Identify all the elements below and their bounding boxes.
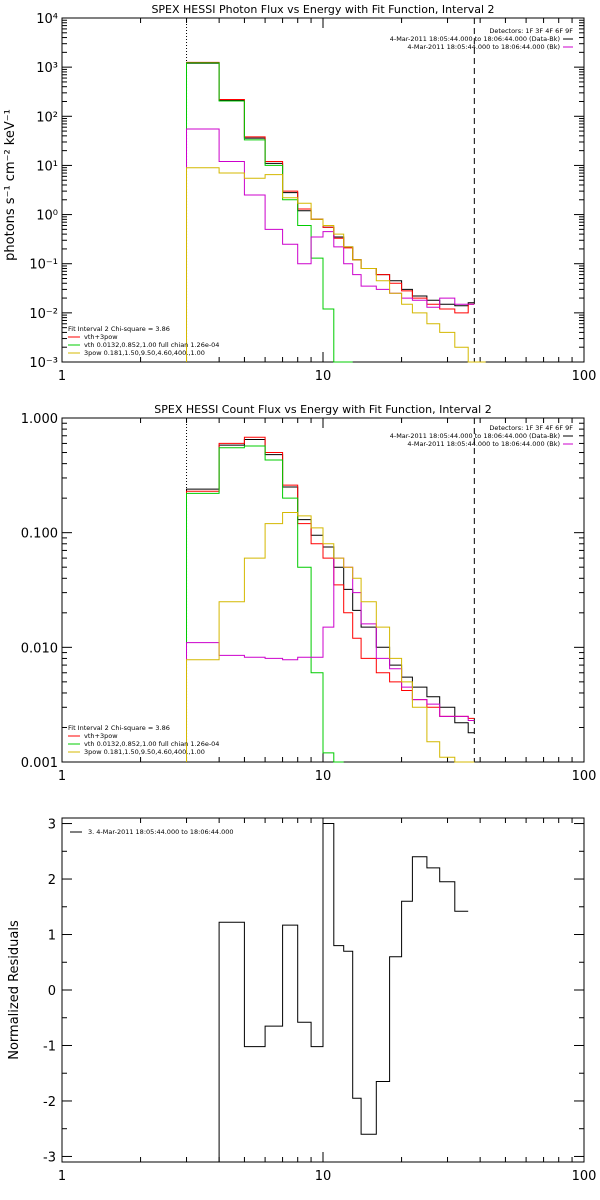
series-line bbox=[186, 557, 475, 762]
plot-frame bbox=[61, 17, 585, 363]
y-tick-label: 0.010 bbox=[21, 641, 58, 656]
legend-bk: 4-Mar-2011 18:05:44.000 to 18:06:44.000 … bbox=[407, 43, 560, 51]
series-line bbox=[186, 62, 475, 362]
residual-legend: 3. 4-Mar-2011 18:05:44.000 to 18:06:44.0… bbox=[70, 828, 234, 836]
series-line bbox=[186, 62, 353, 363]
legend-left: Fit Interval 2 Chi-square = 3.86 vth+3po… bbox=[68, 325, 219, 357]
x-tick-label: 10 bbox=[315, 1169, 332, 1184]
y-tick-label: 3 bbox=[48, 818, 56, 833]
legend-fit-header: Fit Interval 2 Chi-square = 3.86 bbox=[68, 724, 170, 732]
y-tick-label: 10² bbox=[36, 110, 58, 125]
y-tick-label: 1 bbox=[48, 929, 56, 944]
chart-title: SPEX HESSI Count Flux vs Energy with Fit… bbox=[154, 403, 491, 416]
y-tick-label: -1 bbox=[43, 1039, 56, 1054]
legend-left: Fit Interval 2 Chi-square = 3.86 vth+3po… bbox=[68, 724, 219, 756]
series-line bbox=[186, 823, 469, 1163]
legend-data-bk: 4-Mar-2011 18:05:44.000 to 18:06:44.000 … bbox=[390, 35, 560, 43]
photon-flux-panel: SPEX HESSI Photon Flux vs Energy with Fi… bbox=[3, 3, 596, 384]
y-tick-label: 10⁴ bbox=[36, 12, 58, 27]
legend-detectors: Detectors: 1F 3F 4F 6F 9F bbox=[489, 27, 573, 35]
legend-fit-total: vth+3pow bbox=[84, 732, 118, 740]
legend-fit-3pow: 3pow 0.181,1.50,9.50,4.60,400.,1.00 bbox=[84, 349, 205, 357]
x-tick-label: 10 bbox=[315, 369, 332, 384]
series-line bbox=[186, 445, 344, 763]
y-axis-label: photons s⁻¹ cm⁻² keV⁻¹ bbox=[3, 109, 18, 261]
legend-fit-header: Fit Interval 2 Chi-square = 3.86 bbox=[68, 325, 170, 333]
series-line bbox=[186, 128, 475, 362]
x-tick-label: 10 bbox=[315, 769, 332, 784]
x-tick-label: 100 bbox=[572, 1169, 597, 1184]
y-tick-label: 0.100 bbox=[21, 527, 58, 542]
series-line bbox=[186, 439, 475, 762]
y-tick-label: 0.001 bbox=[21, 756, 58, 771]
x-tick-label: 1 bbox=[58, 369, 66, 384]
y-tick-label: 10⁰ bbox=[36, 209, 58, 224]
series-line bbox=[186, 436, 475, 762]
legend-data-bk: 4-Mar-2011 18:05:44.000 to 18:06:44.000 … bbox=[390, 432, 560, 440]
chart-title: SPEX HESSI Photon Flux vs Energy with Fi… bbox=[151, 3, 494, 16]
y-tick-label: -2 bbox=[43, 1095, 56, 1110]
y-tick-label: 10⁻³ bbox=[29, 356, 58, 371]
x-tick-label: 1 bbox=[58, 769, 66, 784]
y-tick-label: 10⁻² bbox=[29, 307, 58, 322]
x-tick-label: 100 bbox=[572, 769, 597, 784]
series-line bbox=[186, 61, 475, 362]
legend-bk: 4-Mar-2011 18:05:44.000 to 18:06:44.000 … bbox=[407, 440, 560, 448]
series-line bbox=[186, 512, 475, 763]
y-tick-label: 1.000 bbox=[21, 412, 58, 427]
y-tick-label: 10³ bbox=[36, 61, 58, 76]
legend-right: Detectors: 1F 3F 4F 6F 9F 4-Mar-2011 18:… bbox=[390, 424, 574, 448]
legend-fit-total: vth+3pow bbox=[84, 333, 118, 341]
x-tick-label: 100 bbox=[572, 369, 597, 384]
x-tick-label: 1 bbox=[58, 1169, 66, 1184]
count-flux-panel: SPEX HESSI Count Flux vs Energy with Fit… bbox=[21, 403, 597, 784]
legend-fit-vth: vth 0.0132,0.852,1.00 full chian 1.26e-0… bbox=[84, 341, 219, 349]
legend-fit-vth: vth 0.0132,0.852,1.00 full chian 1.26e-0… bbox=[84, 740, 219, 748]
series-line bbox=[186, 167, 486, 363]
legend-right: Detectors: 1F 3F 4F 6F 9F 4-Mar-2011 18:… bbox=[390, 27, 574, 51]
y-axis-label: Normalized Residuals bbox=[7, 920, 22, 1060]
y-tick-label: 0 bbox=[48, 984, 56, 999]
legend-label: 3. 4-Mar-2011 18:05:44.000 to 18:06:44.0… bbox=[88, 828, 234, 836]
legend-detectors: Detectors: 1F 3F 4F 6F 9F bbox=[489, 424, 573, 432]
legend-fit-3pow: 3pow 0.181,1.50,9.50,4.60,400.,1.00 bbox=[84, 748, 205, 756]
y-tick-label: -3 bbox=[43, 1150, 56, 1165]
y-tick-label: 10¹ bbox=[36, 159, 58, 174]
y-tick-label: 2 bbox=[48, 873, 56, 888]
y-tick-label: 10⁻¹ bbox=[29, 258, 58, 273]
